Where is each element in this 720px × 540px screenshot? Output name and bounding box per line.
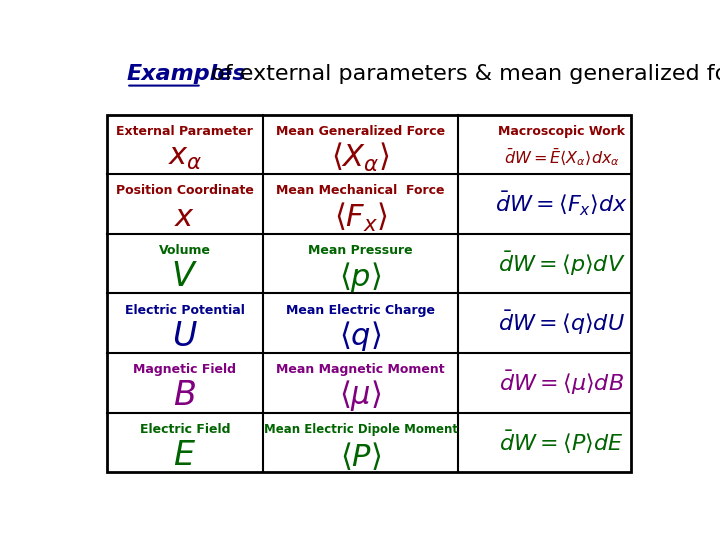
Text: Examples: Examples bbox=[126, 64, 246, 84]
Text: $U$: $U$ bbox=[172, 320, 198, 353]
Text: $x$: $x$ bbox=[174, 202, 195, 232]
Text: $B$: $B$ bbox=[174, 380, 197, 413]
Text: $\langle\mu\rangle$: $\langle\mu\rangle$ bbox=[339, 379, 382, 414]
Text: $\bar{d}W = \langle P\rangle dE$: $\bar{d}W = \langle P\rangle dE$ bbox=[500, 429, 624, 456]
Text: $\bar{d}W = \bar{E}\langle X_{\alpha}\rangle dx_{\alpha}$: $\bar{d}W = \bar{E}\langle X_{\alpha}\ra… bbox=[503, 147, 619, 168]
Text: Mean Generalized Force: Mean Generalized Force bbox=[276, 125, 445, 138]
Text: Mean Electric Charge: Mean Electric Charge bbox=[286, 303, 435, 316]
Text: $\bar{d}W = \langle q\rangle dU$: $\bar{d}W = \langle q\rangle dU$ bbox=[498, 309, 625, 338]
Bar bbox=[107, 114, 631, 472]
Text: Mean Pressure: Mean Pressure bbox=[308, 244, 413, 257]
Text: $\bar{d}W = \langle F_{x}\rangle dx$: $\bar{d}W = \langle F_{x}\rangle dx$ bbox=[495, 190, 628, 218]
Text: $\langle X_{\alpha}\rangle$: $\langle X_{\alpha}\rangle$ bbox=[331, 141, 390, 174]
Text: Mean Electric Dipole Moment: Mean Electric Dipole Moment bbox=[264, 423, 458, 436]
Text: Mean Magnetic Moment: Mean Magnetic Moment bbox=[276, 363, 445, 376]
Text: Electric Potential: Electric Potential bbox=[125, 303, 245, 316]
Text: Mean Mechanical  Force: Mean Mechanical Force bbox=[276, 185, 445, 198]
Text: $\langle q\rangle$: $\langle q\rangle$ bbox=[339, 319, 382, 353]
Text: Volume: Volume bbox=[159, 244, 211, 257]
Text: of external parameters & mean generalized forces:: of external parameters & mean generalize… bbox=[204, 64, 720, 84]
Text: $\langle F_{x}\rangle$: $\langle F_{x}\rangle$ bbox=[333, 201, 387, 234]
Text: Magnetic Field: Magnetic Field bbox=[133, 363, 236, 376]
Text: $\langle p\rangle$: $\langle p\rangle$ bbox=[339, 260, 382, 294]
Text: $x_{\alpha}$: $x_{\alpha}$ bbox=[168, 143, 202, 172]
Text: $V$: $V$ bbox=[171, 260, 198, 293]
Text: $\bar{d}W = \langle p\rangle dV$: $\bar{d}W = \langle p\rangle dV$ bbox=[498, 249, 625, 278]
Text: External Parameter: External Parameter bbox=[117, 125, 253, 138]
Text: $\langle P\rangle$: $\langle P\rangle$ bbox=[340, 440, 382, 471]
Text: Macroscopic Work: Macroscopic Work bbox=[498, 125, 625, 138]
Text: $\bar{d}W = \langle\mu\rangle dB$: $\bar{d}W = \langle\mu\rangle dB$ bbox=[499, 369, 624, 397]
Text: $E$: $E$ bbox=[174, 439, 197, 472]
Text: Electric Field: Electric Field bbox=[140, 423, 230, 436]
Text: Position Coordinate: Position Coordinate bbox=[116, 185, 253, 198]
